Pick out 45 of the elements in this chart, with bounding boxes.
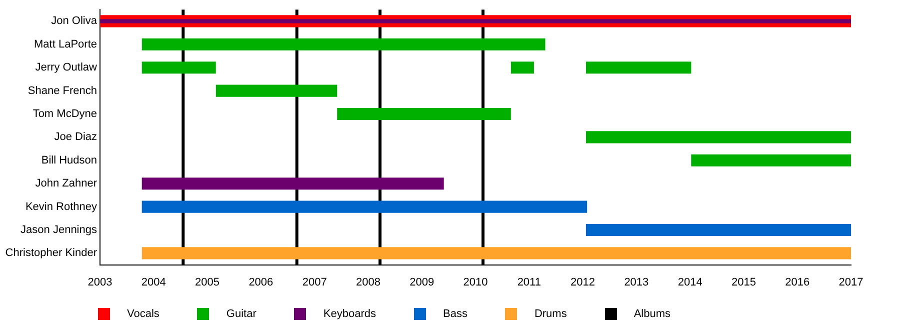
bar xyxy=(142,247,851,260)
x-tick-label: 2007 xyxy=(302,276,327,288)
x-tick-label: 2003 xyxy=(88,276,112,288)
legend-label: Bass xyxy=(442,308,468,320)
y-tick-label: Jon Oliva xyxy=(51,15,98,28)
x-tick-label: 2008 xyxy=(356,276,380,288)
bar xyxy=(142,178,444,190)
y-tick-label: Matt LaPorte xyxy=(34,38,97,50)
bar xyxy=(142,62,216,74)
x-tick-label: 2005 xyxy=(195,276,220,288)
legend-label: Guitar xyxy=(226,308,256,320)
bar xyxy=(142,200,588,213)
bar xyxy=(337,108,511,120)
y-tick-label: Shane French xyxy=(28,84,97,97)
bar xyxy=(142,38,546,50)
legend-label: Vocals xyxy=(127,308,160,320)
x-tick-label: 2017 xyxy=(838,276,864,288)
x-tick-label: 2016 xyxy=(785,276,810,288)
y-tick-label: Tom McDyne xyxy=(32,108,97,120)
x-tick-label: 2012 xyxy=(570,276,596,288)
bar xyxy=(586,224,851,236)
bar xyxy=(216,84,338,97)
x-tick-label: 2011 xyxy=(517,276,541,288)
legend-label: Albums xyxy=(634,308,671,320)
bar xyxy=(100,19,851,24)
bar xyxy=(691,154,851,166)
y-tick-label: Bill Hudson xyxy=(41,154,97,166)
y-tick-label: John Zahner xyxy=(35,178,98,190)
x-tick-label: 2015 xyxy=(731,276,756,288)
y-tick-label: Christopher Kinder xyxy=(5,247,98,260)
x-tick-label: 2010 xyxy=(463,276,488,288)
y-tick-label: Jason Jennings xyxy=(20,224,98,236)
bar xyxy=(586,62,692,74)
x-tick-label: 2004 xyxy=(141,276,166,288)
bar xyxy=(586,131,851,144)
bar xyxy=(510,62,534,74)
x-tick-label: 2014 xyxy=(678,276,702,288)
x-tick-label: 2013 xyxy=(624,276,649,288)
x-tick-label: 2009 xyxy=(410,276,434,288)
x-tick-label: 2006 xyxy=(248,276,274,288)
y-tick-label: Jerry Outlaw xyxy=(35,62,98,74)
legend-label: Drums xyxy=(534,308,567,320)
legend-label: Keyboards xyxy=(323,308,376,320)
y-tick-label: Kevin Rothney xyxy=(25,200,98,213)
y-tick-label: Joe Diaz xyxy=(54,131,97,144)
